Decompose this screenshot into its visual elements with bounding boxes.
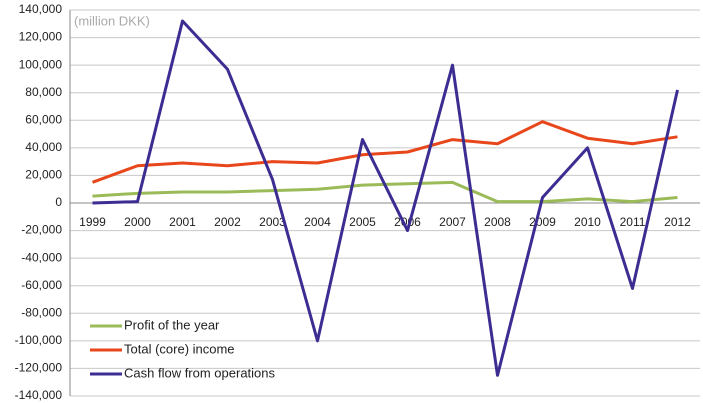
y-tick-label: -20,000 bbox=[21, 223, 62, 237]
x-tick-label: 2009 bbox=[529, 215, 556, 229]
x-tick-label: 2000 bbox=[124, 215, 151, 229]
x-tick-label: 1999 bbox=[79, 215, 106, 229]
x-tick-label: 2007 bbox=[439, 215, 466, 229]
series-line bbox=[91, 120, 678, 184]
y-tick-label: 20,000 bbox=[25, 168, 62, 182]
x-tick-label: 2010 bbox=[574, 215, 601, 229]
y-tick-label: 0 bbox=[55, 195, 62, 209]
y-tick-label: 60,000 bbox=[25, 112, 62, 126]
legend-label: Profit of the year bbox=[124, 317, 220, 332]
unit-annotation: (million DKK) bbox=[74, 13, 150, 28]
legend-label: Cash flow from operations bbox=[124, 365, 276, 380]
x-tick-label: 2005 bbox=[349, 215, 376, 229]
x-tick-label: 2001 bbox=[169, 215, 196, 229]
y-tick-label: 80,000 bbox=[25, 85, 62, 99]
y-tick-label: 140,000 bbox=[19, 2, 63, 16]
x-tick-label: 2012 bbox=[664, 215, 691, 229]
y-tick-label: 100,000 bbox=[19, 57, 63, 71]
y-tick-label: 40,000 bbox=[25, 140, 62, 154]
x-tick-label: 2002 bbox=[214, 215, 241, 229]
x-tick-label: 2004 bbox=[304, 215, 331, 229]
x-tick-label: 2003 bbox=[259, 215, 286, 229]
y-tick-label: 120,000 bbox=[19, 30, 63, 44]
y-tick-label: -140,000 bbox=[15, 388, 63, 402]
series-line bbox=[92, 19, 679, 377]
y-tick-label: -40,000 bbox=[21, 250, 62, 264]
x-tick-label: 2008 bbox=[484, 215, 511, 229]
legend-label: Total (core) income bbox=[124, 341, 235, 356]
x-tick-label: 2011 bbox=[620, 215, 646, 229]
y-tick-label: -120,000 bbox=[15, 361, 63, 375]
y-tick-label: -100,000 bbox=[15, 333, 63, 347]
y-tick-label: -80,000 bbox=[21, 305, 62, 319]
y-tick-label: -60,000 bbox=[21, 278, 62, 292]
